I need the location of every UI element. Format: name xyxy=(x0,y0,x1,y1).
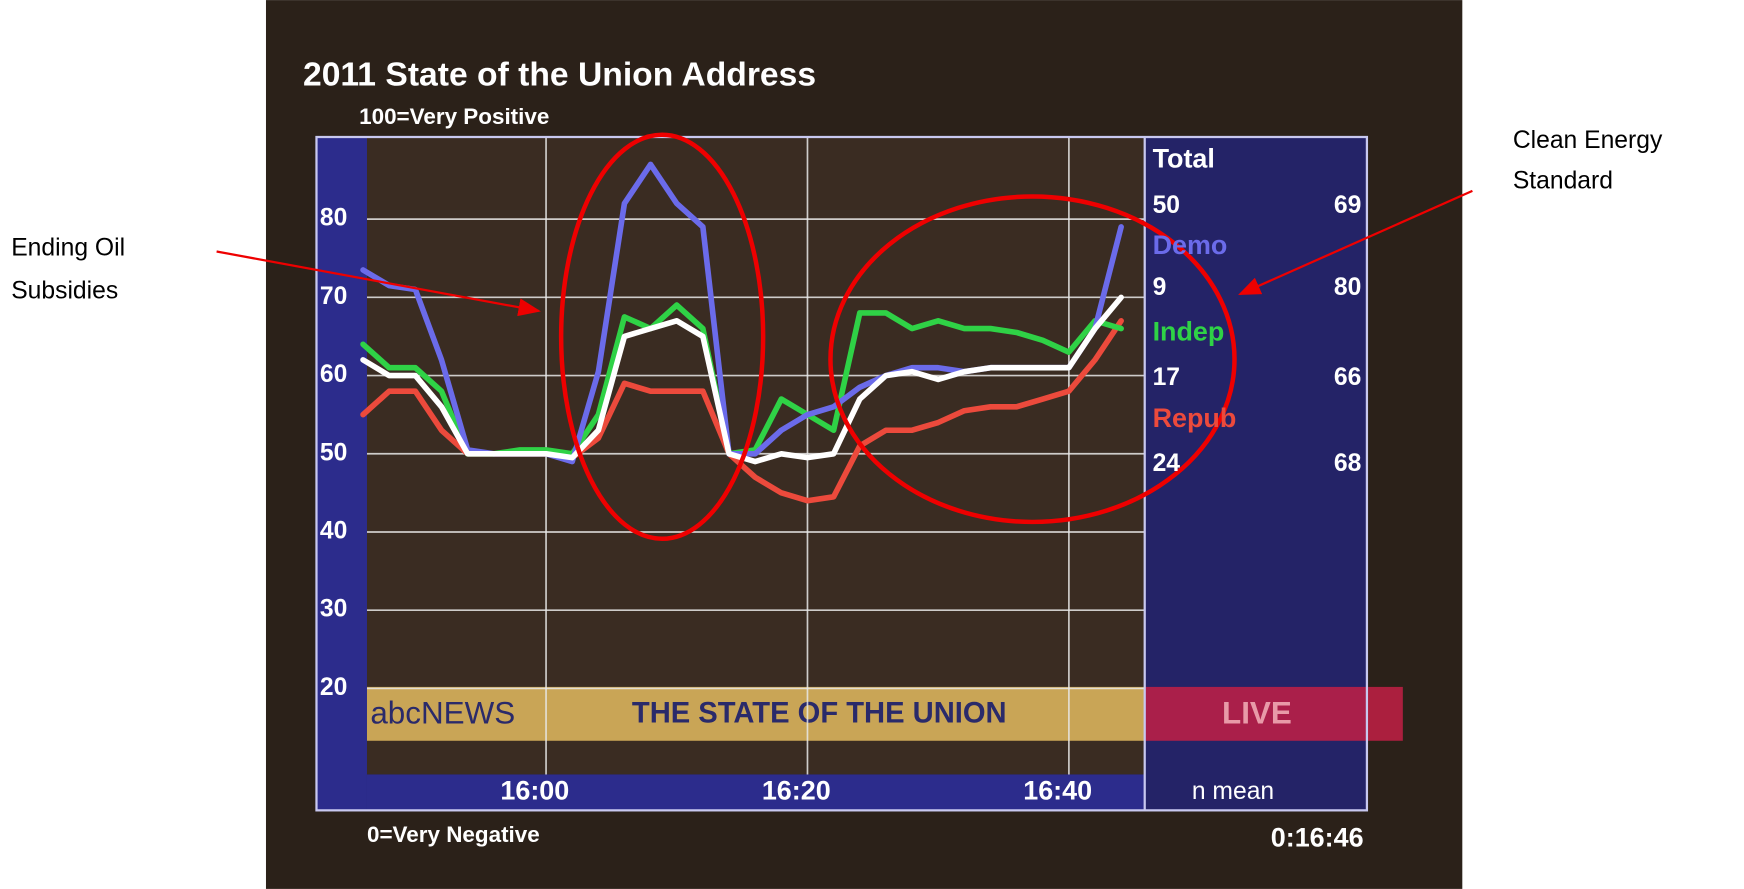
x-tick-label: 16:20 xyxy=(762,776,831,806)
subtitle: 100=Very Positive xyxy=(359,104,549,129)
annotation-text: Ending Oil xyxy=(11,235,125,262)
left-axis-bar xyxy=(316,137,367,810)
panel-n: 17 xyxy=(1153,364,1180,391)
y-tick-label: 80 xyxy=(320,205,347,232)
banner-live: LIVE xyxy=(1222,695,1292,730)
panel-title: Total xyxy=(1153,144,1215,174)
banner-network: abcNEWS xyxy=(370,695,515,730)
x-tick-label: 16:00 xyxy=(500,776,569,806)
y-tick-label: 70 xyxy=(320,283,347,310)
y-tick-label: 50 xyxy=(320,439,347,466)
y-tick-label: 30 xyxy=(320,596,347,623)
page: abcNEWS THE STATE OF THE UNION LIVE 2011… xyxy=(0,0,1744,889)
timestamp: 0:16:46 xyxy=(1271,823,1364,853)
annotation-text: Standard xyxy=(1513,167,1613,194)
panel-mean: 80 xyxy=(1334,274,1361,301)
panel-n: 24 xyxy=(1153,450,1181,477)
y-tick-label: 40 xyxy=(320,517,347,544)
chart-title: 2011 State of the Union Address xyxy=(303,56,816,93)
panel-mean: 69 xyxy=(1334,192,1361,219)
bottom-label: 0=Very Negative xyxy=(367,822,540,847)
annotation-text: Clean Energy xyxy=(1513,127,1663,154)
panel-n: 50 xyxy=(1153,192,1180,219)
legend-entry: Repub xyxy=(1153,403,1237,433)
legend-entry: Indep xyxy=(1153,317,1225,347)
panel-columns: n mean xyxy=(1192,778,1274,805)
annotation-text: Subsidies xyxy=(11,277,118,304)
x-tick-label: 16:40 xyxy=(1023,776,1092,806)
y-tick-label: 20 xyxy=(320,674,347,701)
chart: abcNEWS THE STATE OF THE UNION LIVE 2011… xyxy=(0,0,1744,889)
panel-mean: 66 xyxy=(1334,364,1361,391)
y-tick-label: 60 xyxy=(320,361,347,388)
panel-mean: 68 xyxy=(1334,450,1361,477)
banner-show: THE STATE OF THE UNION xyxy=(632,698,1007,730)
legend-entry: Demo xyxy=(1153,230,1228,260)
panel-n: 9 xyxy=(1153,274,1167,301)
